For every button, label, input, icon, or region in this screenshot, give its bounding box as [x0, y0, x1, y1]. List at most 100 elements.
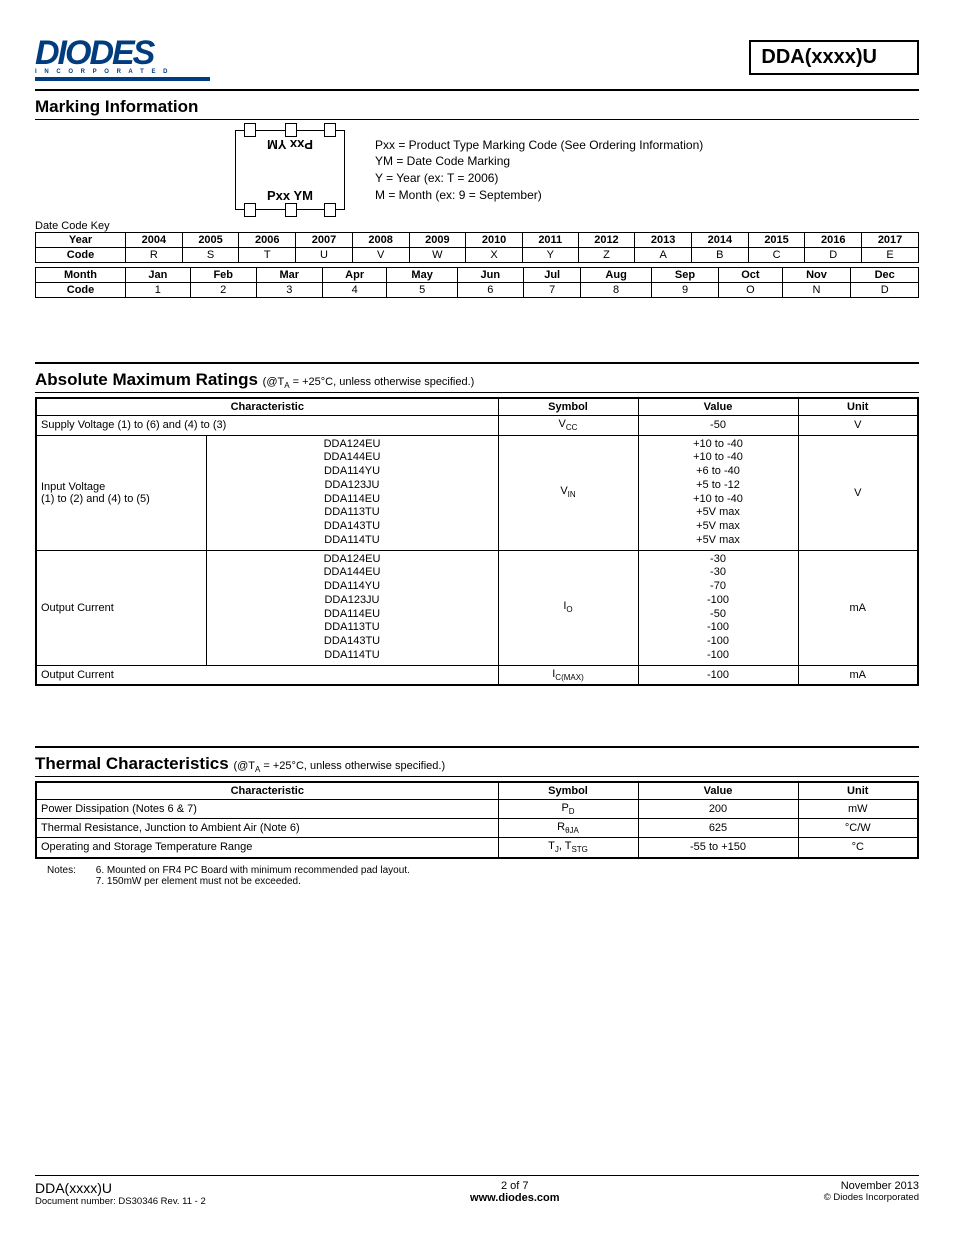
col-value: Value [638, 398, 798, 416]
code-cell: 3 [256, 283, 322, 298]
code-cell: V [352, 248, 409, 263]
thermal-table: Characteristic Symbol Value Unit Power D… [35, 781, 919, 859]
cell-char: Output Current [36, 550, 206, 665]
col-characteristic: Characteristic [36, 398, 498, 416]
month-cell: Jan [126, 268, 191, 283]
month-cell: Feb [190, 268, 256, 283]
code-cell: 1 [126, 283, 191, 298]
divider [35, 776, 919, 777]
footer-doc: Document number: DS30346 Rev. 11 - 2 [35, 1196, 206, 1207]
footer-page: 2 of 7 [470, 1180, 559, 1192]
note-line: 6. Mounted on FR4 PC Board with minimum … [96, 865, 410, 876]
marking-title: Marking Information [35, 97, 919, 117]
logo-underline [35, 77, 210, 81]
month-cell: Jul [523, 268, 581, 283]
footer-right: November 2013 © Diodes Incorporated [824, 1180, 919, 1207]
footer-part: DDA(xxxx)U [35, 1180, 206, 1196]
code-cell: 6 [457, 283, 523, 298]
month-cell: Aug [581, 268, 651, 283]
year-cell: 2009 [409, 233, 466, 248]
col-characteristic: Characteristic [36, 782, 498, 800]
cell-char: Supply Voltage (1) to (6) and (4) to (3) [36, 416, 498, 435]
abs-max-title: Absolute Maximum Ratings (@TA = +25°C, u… [35, 370, 919, 390]
cell-parts: DDA124EUDDA144EUDDA114YUDDA123JUDDA114EU… [206, 550, 498, 665]
cell-sym: VIN [498, 435, 638, 550]
cell-sym: TJ, TSTG [498, 838, 638, 858]
year-cell: 2011 [522, 233, 578, 248]
divider [35, 89, 919, 91]
marking-legend: Pxx = Product Type Marking Code (See Ord… [375, 137, 703, 204]
logo: DIODES I N C O R P O R A T E D [35, 40, 210, 81]
cell-sym: IC(MAX) [498, 665, 638, 685]
table-row: Power Dissipation (Notes 6 & 7)PD200mW [36, 799, 918, 818]
table-row: Output Current IC(MAX) -100 mA [36, 665, 918, 685]
abs-max-cond: (@TA = +25°C, unless otherwise specified… [263, 376, 475, 388]
col-unit: Unit [798, 398, 918, 416]
year-cell: 2016 [805, 233, 862, 248]
abs-max-title-text: Absolute Maximum Ratings [35, 370, 258, 389]
footer-left: DDA(xxxx)U Document number: DS30346 Rev.… [35, 1180, 206, 1207]
table-row: Output Current DDA124EUDDA144EUDDA114YUD… [36, 550, 918, 665]
cell-parts: DDA124EUDDA144EUDDA114YUDDA123JUDDA114EU… [206, 435, 498, 550]
abs-max-table: Characteristic Symbol Value Unit Supply … [35, 397, 919, 685]
page-footer: DDA(xxxx)U Document number: DS30346 Rev.… [35, 1175, 919, 1207]
rowhead: Year [36, 233, 126, 248]
year-cell: 2012 [578, 233, 635, 248]
rowhead: Month [36, 268, 126, 283]
cell-sym: PD [498, 799, 638, 818]
cell-val: 200 [638, 799, 798, 818]
legend-line: M = Month (ex: 9 = September) [375, 187, 703, 204]
col-value: Value [638, 782, 798, 800]
pin-icon [285, 123, 297, 137]
year-code-table: Year200420052006200720082009201020112012… [35, 232, 919, 263]
pin-icon [285, 203, 297, 217]
code-cell: C [748, 248, 805, 263]
pin-icon [324, 203, 336, 217]
code-cell: 7 [523, 283, 581, 298]
code-cell: 2 [190, 283, 256, 298]
col-symbol: Symbol [498, 398, 638, 416]
year-cell: 2013 [635, 233, 692, 248]
col-unit: Unit [798, 782, 918, 800]
chip-text-bot: Pxx YM [267, 188, 313, 203]
pin-icon [244, 203, 256, 217]
table-row: Supply Voltage (1) to (6) and (4) to (3)… [36, 416, 918, 435]
year-cell: 2008 [352, 233, 409, 248]
rowhead: Code [36, 283, 126, 298]
code-cell: 5 [387, 283, 457, 298]
table-row: Input Voltage (1) to (2) and (4) to (5) … [36, 435, 918, 550]
logo-brand: DIODES [35, 40, 210, 67]
cell-unit: mA [798, 665, 918, 685]
cell-val: 625 [638, 819, 798, 838]
year-cell: 2004 [126, 233, 183, 248]
cell-sym: IO [498, 550, 638, 665]
rowhead: Code [36, 248, 126, 263]
code-cell: T [239, 248, 296, 263]
divider [35, 119, 919, 120]
datecode-label: Date Code Key [35, 220, 919, 232]
month-cell: Mar [256, 268, 322, 283]
divider [35, 392, 919, 393]
thermal-cond: (@TA = +25°C, unless otherwise specified… [233, 760, 445, 772]
marking-diagram-row: Pxx YM Pxx YM Pxx = Product Type Marking… [35, 130, 919, 210]
legend-line: YM = Date Code Marking [375, 153, 703, 170]
code-cell: 4 [322, 283, 387, 298]
month-cell: Oct [719, 268, 782, 283]
month-cell: Apr [322, 268, 387, 283]
year-cell: 2015 [748, 233, 805, 248]
chip-text-top: Pxx YM [267, 137, 313, 152]
cell-val: -50 [638, 416, 798, 435]
cell-sym: RθJA [498, 819, 638, 838]
code-cell: Y [522, 248, 578, 263]
divider [35, 362, 919, 364]
cell-unit: °C/W [798, 819, 918, 838]
code-cell: 8 [581, 283, 651, 298]
cell-unit: mW [798, 799, 918, 818]
cell-char: Operating and Storage Temperature Range [36, 838, 498, 858]
year-cell: 2010 [466, 233, 523, 248]
cell-sym: VCC [498, 416, 638, 435]
cell-val: -55 to +150 [638, 838, 798, 858]
footer-date: November 2013 [824, 1180, 919, 1192]
note-line: 7. 150mW per element must not be exceede… [96, 876, 301, 887]
code-cell: D [851, 283, 919, 298]
